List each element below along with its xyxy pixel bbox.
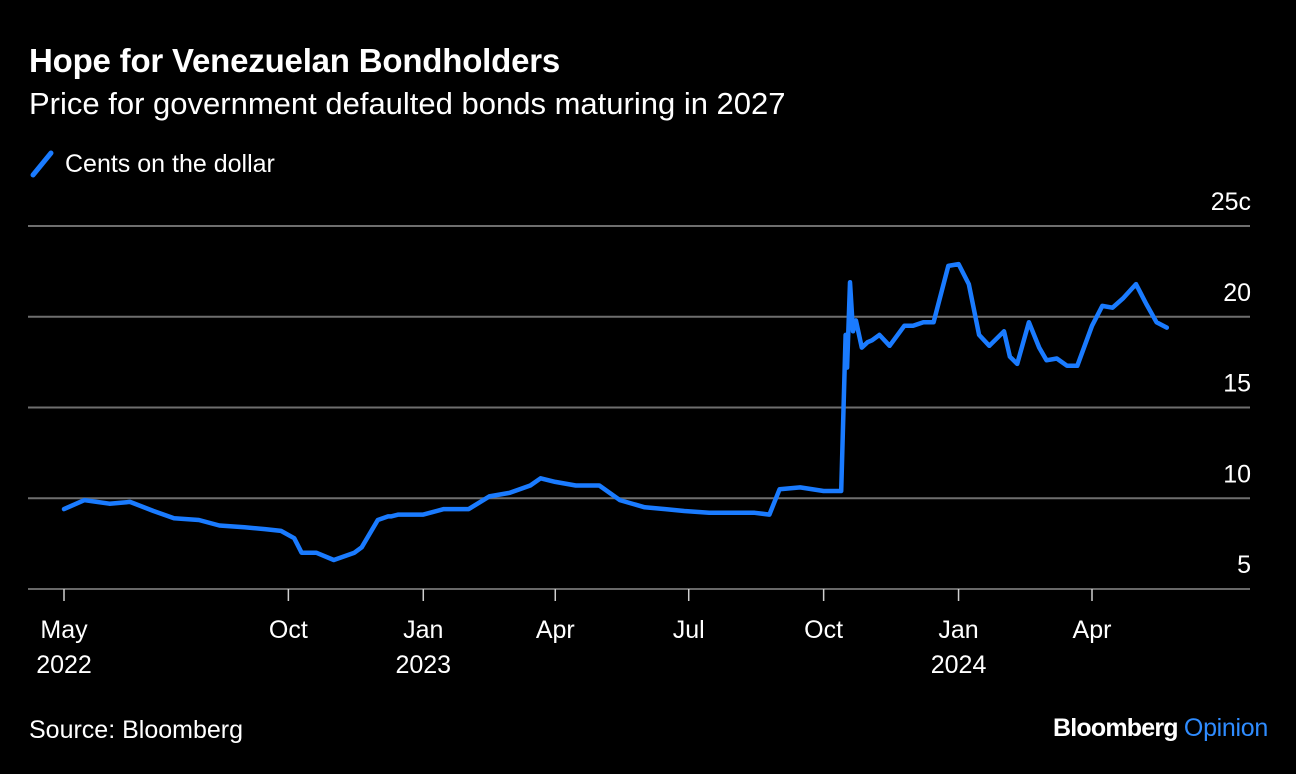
x-tick-label-5: Oct xyxy=(804,616,843,644)
brand-name: Bloomberg xyxy=(1053,714,1179,742)
x-tick-label-2: Jan xyxy=(403,616,443,644)
x-tick-label-7: Apr xyxy=(1073,616,1112,644)
x-tick-label-1: Oct xyxy=(269,616,308,644)
brand-logo: Bloomberg Opinion xyxy=(1053,714,1268,743)
legend-label: Cents on the dollar xyxy=(65,149,275,178)
legend: Cents on the dollar xyxy=(29,149,275,179)
x-tick-label-4: Jul xyxy=(673,616,705,644)
chart-subtitle: Price for government defaulted bonds mat… xyxy=(29,86,786,121)
x-tick-label-0: May xyxy=(40,616,88,644)
x-tick-year-0: 2022 xyxy=(36,651,92,679)
source-note: Source: Bloomberg xyxy=(29,716,244,744)
chart-title: Hope for Venezuelan Bondholders xyxy=(29,42,561,79)
x-tick-year-2: 2023 xyxy=(395,651,451,679)
x-tick-label-6: Jan xyxy=(938,616,978,644)
x-tick-year-6: 2024 xyxy=(931,651,987,679)
y-tick-label-10: 10 xyxy=(1223,460,1251,488)
brand-section: Opinion xyxy=(1183,714,1268,742)
series-line-0 xyxy=(61,261,1170,563)
y-tick-label-20: 20 xyxy=(1223,279,1251,307)
y-tick-label-15: 15 xyxy=(1223,370,1251,398)
legend-swatch-icon xyxy=(30,150,54,178)
y-tick-label-25: 25c xyxy=(1211,188,1251,216)
x-tick-label-3: Apr xyxy=(536,616,575,644)
y-tick-label-5: 5 xyxy=(1237,551,1251,579)
